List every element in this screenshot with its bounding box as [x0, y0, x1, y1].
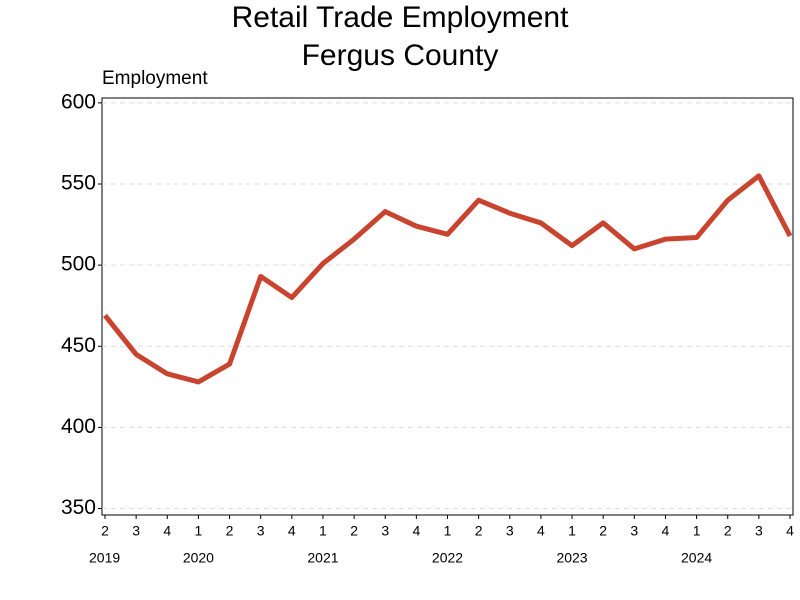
y-tick-label: 350 — [61, 496, 96, 519]
x-tick-label: 2 — [226, 523, 234, 539]
x-tick-label: 2 — [599, 523, 607, 539]
x-tick-label: 3 — [630, 523, 638, 539]
x-tick-label: 3 — [755, 523, 763, 539]
year-label: 2019 — [89, 550, 120, 566]
year-label: 2021 — [307, 550, 338, 566]
y-tick-label: 550 — [61, 172, 96, 195]
y-tick-label: 500 — [61, 253, 96, 276]
year-label: 2020 — [183, 550, 214, 566]
year-label: 2024 — [681, 550, 712, 566]
x-tick-label: 4 — [786, 523, 794, 539]
x-tick-label: 3 — [132, 523, 140, 539]
x-tick-label: 4 — [412, 523, 420, 539]
x-tick-label: 4 — [163, 523, 171, 539]
x-tick-label: 2 — [724, 523, 732, 539]
y-axis-label: Employment — [102, 68, 208, 89]
chart-subtitle: Fergus County — [302, 39, 499, 72]
y-tick-label: 600 — [61, 90, 96, 113]
x-tick-label: 1 — [319, 523, 327, 539]
x-tick-label: 4 — [662, 523, 670, 539]
x-tick-label: 3 — [257, 523, 265, 539]
x-tick-label: 3 — [381, 523, 389, 539]
x-tick-label: 4 — [288, 523, 296, 539]
plot-frame — [101, 97, 794, 516]
y-tick-label: 400 — [61, 415, 96, 438]
x-tick-label: 2 — [101, 523, 109, 539]
x-tick-label: 3 — [506, 523, 514, 539]
x-tick-label: 2 — [475, 523, 483, 539]
series-line — [103, 173, 793, 385]
x-tick-label: 1 — [444, 523, 452, 539]
x-tick-label: 1 — [195, 523, 203, 539]
y-tick-label: 450 — [61, 334, 96, 357]
x-tick-label: 4 — [537, 523, 545, 539]
year-label: 2022 — [432, 550, 463, 566]
x-tick-label: 1 — [693, 523, 701, 539]
chart-title: Retail Trade Employment — [232, 1, 569, 34]
x-tick-label: 2 — [350, 523, 358, 539]
year-label: 2023 — [556, 550, 587, 566]
x-tick-label: 1 — [568, 523, 576, 539]
